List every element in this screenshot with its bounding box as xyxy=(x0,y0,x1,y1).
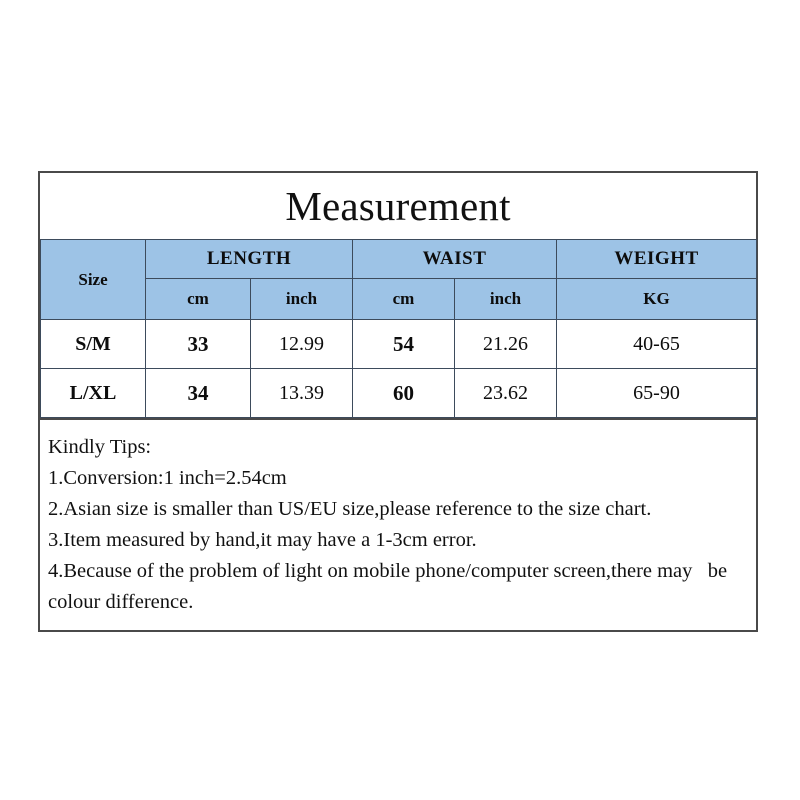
tips-line-3: 3.Item measured by hand,it may have a 1-… xyxy=(48,529,477,551)
tips-line-1: 1.Conversion:1 inch=2.54cm xyxy=(48,467,287,489)
header-row-units: cm inch cm inch KG xyxy=(41,278,757,320)
page-title: Measurement xyxy=(285,182,511,229)
header-length: LENGTH xyxy=(145,239,353,279)
cell-length-inch: 13.39 xyxy=(250,368,353,418)
tips-heading: Kindly Tips: xyxy=(48,436,152,458)
tips-line-5: colour difference. xyxy=(48,591,194,613)
tips-line-2: 2.Asian size is smaller than US/EU size,… xyxy=(48,498,652,520)
header-waist-cm: cm xyxy=(352,278,455,320)
size-table: Size LENGTH WAIST WEIGHT cm inch cm inch… xyxy=(40,239,757,418)
cell-size: L/XL xyxy=(40,368,146,418)
table-row: L/XL 34 13.39 60 23.62 65-90 xyxy=(40,368,757,418)
header-row-groups: Size LENGTH WAIST WEIGHT xyxy=(40,239,757,320)
size-table-head: Size LENGTH WAIST WEIGHT cm inch cm inch… xyxy=(40,239,757,320)
header-size: Size xyxy=(40,239,146,320)
cell-waist-inch: 21.26 xyxy=(454,319,557,369)
cell-waist-inch: 23.62 xyxy=(454,368,557,418)
header-waist-inch: inch xyxy=(454,278,557,320)
cell-length-cm: 33 xyxy=(145,319,251,369)
cell-weight-kg: 65-90 xyxy=(556,368,757,418)
cell-waist-cm: 54 xyxy=(352,319,455,369)
cell-length-cm: 34 xyxy=(145,368,251,418)
header-waist: WAIST xyxy=(352,239,557,279)
chart-title-band: Measurement xyxy=(40,173,756,239)
cell-waist-cm: 60 xyxy=(352,368,455,418)
kindly-tips-block: Kindly Tips: 1.Conversion:1 inch=2.54cm … xyxy=(40,418,756,618)
header-length-cm: cm xyxy=(145,278,251,320)
measurement-size-chart: Measurement Size LENGTH WAIST WEIGHT cm … xyxy=(38,171,758,632)
cell-size: S/M xyxy=(40,319,146,369)
header-weight-kg: KG xyxy=(556,278,757,320)
tips-line-4: 4.Because of the problem of light on mob… xyxy=(48,560,728,582)
header-length-inch: inch xyxy=(250,278,353,320)
cell-weight-kg: 40-65 xyxy=(556,319,757,369)
table-row: S/M 33 12.99 54 21.26 40-65 xyxy=(40,319,757,369)
size-table-body: S/M 33 12.99 54 21.26 40-65 L/XL 34 13.3… xyxy=(40,319,757,418)
cell-length-inch: 12.99 xyxy=(250,319,353,369)
header-weight: WEIGHT xyxy=(556,239,757,279)
